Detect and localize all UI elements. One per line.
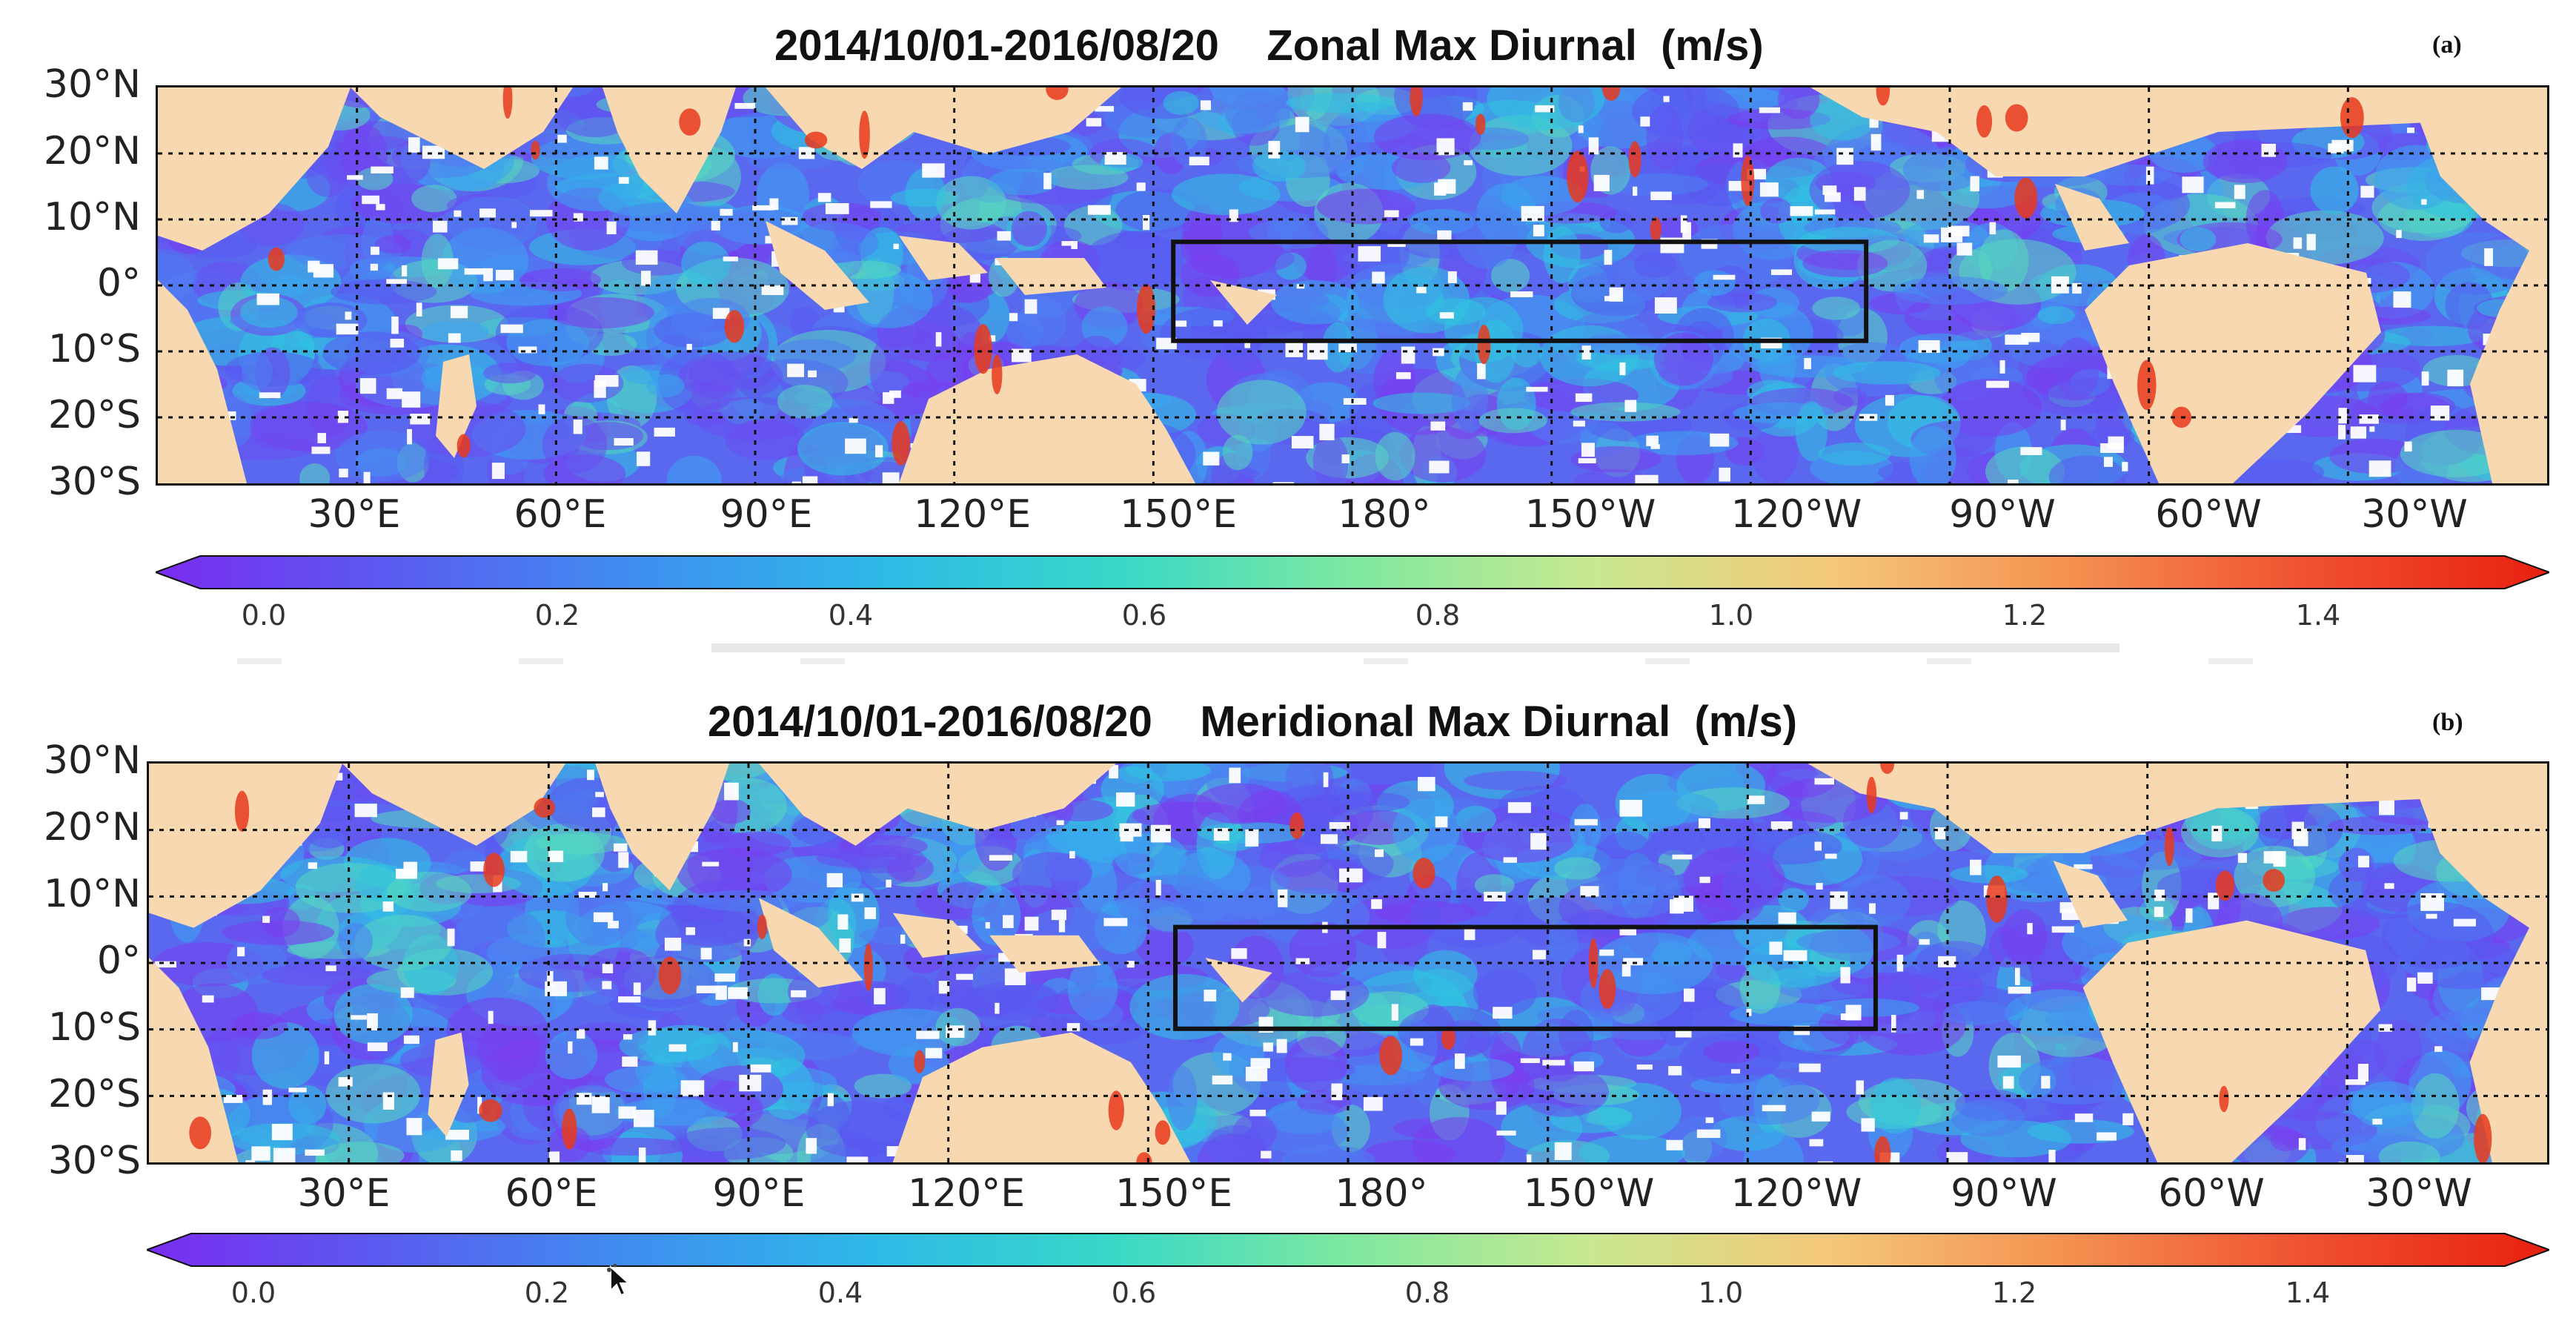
lat-label: 30°N [43, 738, 141, 783]
colorbar-tick: 0.6 [1121, 599, 1167, 632]
colorbar [153, 550, 2552, 595]
lat-label: 20°N [43, 805, 141, 850]
lon-label: 180° [1338, 492, 1431, 537]
panel-title: 2014/10/01-2016/08/20 Zonal Max Diurnal … [774, 21, 1764, 70]
lat-label: 20°S [47, 393, 141, 437]
lon-label: 90°E [720, 492, 813, 537]
colorbar-tick: 0.4 [817, 1277, 863, 1309]
lat-label: 10°N [43, 195, 141, 239]
panel-meridional: 2014/10/01-2016/08/20 Meridional Max Diu… [0, 667, 2576, 1321]
colorbar-tick: 1.0 [1698, 1277, 1744, 1309]
lon-label: 60°W [2158, 1171, 2265, 1216]
colorbar-tick: 0.8 [1404, 1277, 1450, 1309]
lon-label: 30°E [308, 492, 401, 537]
lon-label: 150°W [1524, 492, 1656, 537]
lon-label: 60°W [2155, 492, 2262, 537]
lon-label: 120°W [1730, 1171, 1862, 1216]
colorbar-tick: 1.2 [2002, 599, 2048, 632]
lon-label: 30°W [2366, 1171, 2472, 1216]
colorbar-tick: 1.2 [1991, 1277, 2037, 1309]
colorbar-tick: 0.0 [241, 599, 287, 632]
colorbar-tick: 1.4 [2295, 599, 2341, 632]
lat-label: 10°S [47, 327, 141, 371]
colorbar-tick: 0.4 [828, 599, 874, 632]
lat-label: 30°S [47, 460, 141, 504]
colorbar-tick: 1.4 [2285, 1277, 2331, 1309]
colorbar-strip [145, 1233, 2552, 1267]
colorbar-tick: 0.0 [230, 1277, 276, 1309]
lon-label: 150°E [1119, 492, 1238, 537]
colorbar-tick: 0.6 [1111, 1277, 1157, 1309]
lat-label: 0° [96, 938, 141, 983]
lon-label: 150°W [1523, 1171, 1655, 1216]
lon-label: 60°E [505, 1171, 598, 1216]
map-field [158, 87, 2547, 483]
overlap-artifact [0, 636, 2576, 666]
lat-label: 30°N [43, 62, 141, 107]
lon-label: 60°E [514, 492, 607, 537]
colorbar-tick: 0.2 [534, 599, 580, 632]
lon-label: 30°W [2361, 492, 2468, 537]
colorbar-strip [153, 555, 2552, 589]
lat-label: 20°N [43, 129, 141, 173]
lon-label: 120°E [913, 492, 1032, 537]
colorbar-tick: 0.2 [524, 1277, 570, 1309]
lon-label: 90°W [1949, 492, 2056, 537]
mouse-cursor-icon [606, 1263, 636, 1301]
map-meridional [147, 761, 2549, 1165]
lon-label: 120°W [1730, 492, 1862, 537]
colorbar-tick: 1.0 [1708, 599, 1754, 632]
lon-label: 90°W [1951, 1171, 2057, 1216]
lon-label: 180° [1335, 1171, 1428, 1216]
panel-title: 2014/10/01-2016/08/20 Meridional Max Diu… [708, 698, 1798, 746]
lon-label: 30°E [297, 1171, 391, 1216]
map-zonal [156, 85, 2549, 486]
lat-label: 0° [96, 261, 141, 305]
colorbar-tick: 0.8 [1415, 599, 1461, 632]
lon-label: 120°E [907, 1171, 1026, 1216]
lon-label: 150°E [1115, 1171, 1233, 1216]
lat-label: 30°S [47, 1139, 141, 1183]
panel-zonal: 2014/10/01-2016/08/20 Zonal Max Diurnal … [43, 21, 2552, 632]
lat-label: 20°S [47, 1072, 141, 1116]
map-field [149, 764, 2547, 1162]
lon-label: 90°E [712, 1171, 806, 1216]
panel-tag: (a) [2432, 31, 2462, 59]
panel-tag: (b) [2432, 709, 2463, 736]
colorbar [145, 1228, 2552, 1272]
lat-label: 10°S [47, 1005, 141, 1050]
lat-label: 10°N [43, 872, 141, 916]
